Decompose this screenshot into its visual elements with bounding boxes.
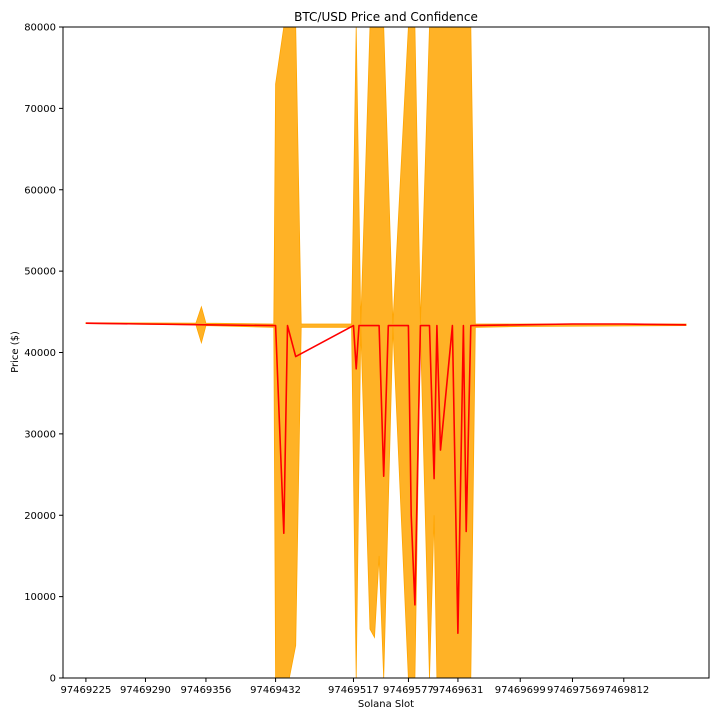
x-axis: 97469225 97469290 97469356 97469432 97469517… xyxy=(60,678,649,696)
y-axis: 0 10000 20000 30000 40000 50000 60000 70000 8000… xyxy=(24,23,63,685)
x-tick-label: 97469812 xyxy=(598,685,649,696)
x-axis-label: Solana Slot xyxy=(358,699,414,710)
y-tick-label: 30000 xyxy=(24,429,56,440)
y-tick-label: 70000 xyxy=(24,104,56,115)
y-tick-label: 10000 xyxy=(24,592,56,603)
x-tick-label: 97469631 xyxy=(432,685,483,696)
y-tick-label: 50000 xyxy=(24,267,56,278)
y-tick-label: 80000 xyxy=(24,23,56,34)
x-tick-label: 97469432 xyxy=(250,685,301,696)
x-tick-label: 97469225 xyxy=(60,685,111,696)
y-axis-label: Price ($) xyxy=(10,331,21,373)
x-tick-label: 97469699 xyxy=(495,685,546,696)
y-tick-label: 60000 xyxy=(24,185,56,196)
price-line-layer xyxy=(85,322,687,635)
y-tick-label: 40000 xyxy=(24,348,56,359)
x-tick-label: 97469756 xyxy=(547,685,598,696)
y-tick-label: 0 xyxy=(50,674,56,685)
chart-title: BTC/USD Price and Confidence xyxy=(294,10,478,24)
x-tick-label: 97469356 xyxy=(180,685,231,696)
x-tick-label: 97469290 xyxy=(120,685,171,696)
x-tick-label: 97469517 xyxy=(328,685,379,696)
x-tick-label: 97469577 xyxy=(383,685,434,696)
price-line xyxy=(85,322,687,635)
y-tick-label: 20000 xyxy=(24,511,56,522)
